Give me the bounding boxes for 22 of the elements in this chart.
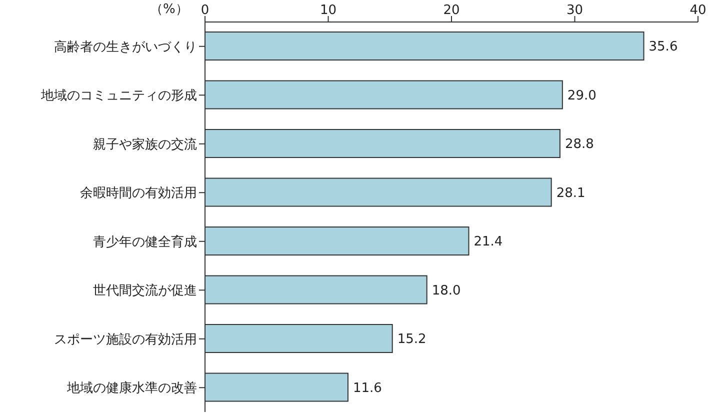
x-tick-label: 0 [200, 3, 210, 18]
y-tick-label: 地域の健康水準の改善 [66, 380, 197, 396]
data-label: 28.8 [564, 137, 594, 152]
x-tick-label: 40 [690, 3, 706, 18]
x-tick-label: 30 [566, 3, 584, 18]
y-tick-label: 地域のコミュニティの形成 [40, 88, 197, 104]
data-label: 35.6 [648, 40, 678, 55]
data-label: 11.6 [352, 380, 382, 396]
x-tick-label: 20 [443, 3, 460, 18]
x-axis-title: （%） [150, 1, 188, 18]
data-label: 18.0 [432, 283, 461, 298]
y-tick-label: 高齢者の生きがいづくり [54, 38, 197, 55]
y-tick-label: 世代間交流が促進 [93, 282, 197, 299]
data-label: 15.2 [397, 332, 426, 348]
data-label: 28.1 [556, 186, 586, 201]
data-label: 21.4 [474, 234, 503, 250]
x-tick-label: 10 [320, 3, 337, 18]
y-tick-label: 余暇時間の有効活用 [80, 186, 197, 202]
y-tick-label: スポーツ施設の有効活用 [54, 332, 197, 348]
y-tick-label: 青少年の健全育成 [93, 234, 197, 250]
data-label: 29.0 [567, 88, 596, 104]
y-tick-label: 親子や家族の交流 [93, 136, 197, 152]
